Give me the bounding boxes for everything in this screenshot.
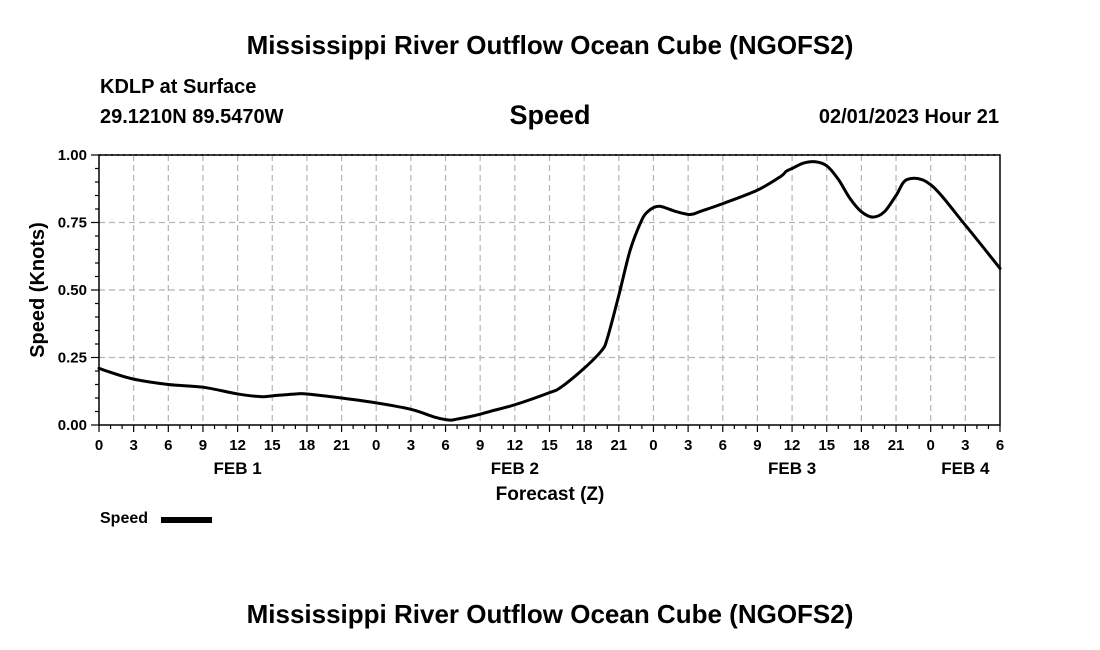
speed-series-line bbox=[97, 160, 1002, 422]
grid-lines bbox=[99, 154, 1000, 425]
x-tick-label: 21 bbox=[888, 437, 905, 454]
x-tick-label: 15 bbox=[818, 437, 835, 454]
y-axis-label: Speed (Knots) bbox=[27, 222, 49, 358]
x-tick-label: 12 bbox=[507, 437, 524, 454]
x-tick-label: 6 bbox=[719, 437, 727, 454]
footer-title: Mississippi River Outflow Ocean Cube (NG… bbox=[246, 599, 854, 629]
x-tick-label: 0 bbox=[649, 437, 657, 454]
date-label: FEB 4 bbox=[941, 459, 990, 478]
legend-swatch bbox=[161, 517, 212, 523]
x-tick-label: 18 bbox=[853, 437, 870, 454]
forecast-datetime: 02/01/2023 Hour 21 bbox=[818, 106, 999, 128]
x-tick-label: 3 bbox=[684, 437, 692, 454]
x-tick-label: 0 bbox=[927, 437, 935, 454]
chart-title: Speed bbox=[509, 100, 591, 130]
x-tick-label: 3 bbox=[407, 437, 415, 454]
x-tick-label: 6 bbox=[164, 437, 172, 454]
x-tick-label: 9 bbox=[199, 437, 207, 454]
x-tick-label: 18 bbox=[576, 437, 593, 454]
y-tick-label: 1.00 bbox=[58, 147, 87, 164]
station-label: KDLP at Surface bbox=[100, 76, 257, 98]
x-tick-label: 12 bbox=[229, 437, 246, 454]
x-tick-label: 3 bbox=[129, 437, 137, 454]
x-tick-label: 9 bbox=[476, 437, 484, 454]
x-tick-label: 6 bbox=[996, 437, 1004, 454]
legend-label: Speed bbox=[100, 510, 149, 527]
x-tick-label: 15 bbox=[264, 437, 281, 454]
date-label: FEB 1 bbox=[214, 459, 262, 478]
x-tick-label: 0 bbox=[372, 437, 380, 454]
x-tick-label: 6 bbox=[441, 437, 449, 454]
x-tick-label: 3 bbox=[961, 437, 969, 454]
x-tick-label: 9 bbox=[753, 437, 761, 454]
y-tick-label: 0.25 bbox=[58, 350, 87, 367]
x-tick-label: 18 bbox=[299, 437, 316, 454]
station-coordinates: 29.1210N 89.5470W bbox=[100, 106, 284, 128]
date-label: FEB 3 bbox=[768, 459, 816, 478]
main-title: Mississippi River Outflow Ocean Cube (NG… bbox=[246, 30, 854, 60]
x-tick-label: 15 bbox=[541, 437, 558, 454]
x-tick-label: 0 bbox=[95, 437, 103, 454]
y-tick-label: 0.00 bbox=[58, 417, 87, 434]
x-axis-label: Forecast (Z) bbox=[496, 484, 605, 505]
x-tick-label: 12 bbox=[784, 437, 801, 454]
date-label: FEB 2 bbox=[491, 459, 539, 478]
axes: 0 3 6 9 12 15 18 21 0 3 6 9 12 15 18 21 0 3 6 9 12 15 18 21 0 3 6 0… bbox=[58, 147, 1004, 478]
x-tick-label: 21 bbox=[610, 437, 627, 454]
x-tick-label: 21 bbox=[333, 437, 350, 454]
y-tick-label: 0.75 bbox=[58, 215, 87, 232]
y-tick-label: 0.50 bbox=[58, 282, 87, 299]
